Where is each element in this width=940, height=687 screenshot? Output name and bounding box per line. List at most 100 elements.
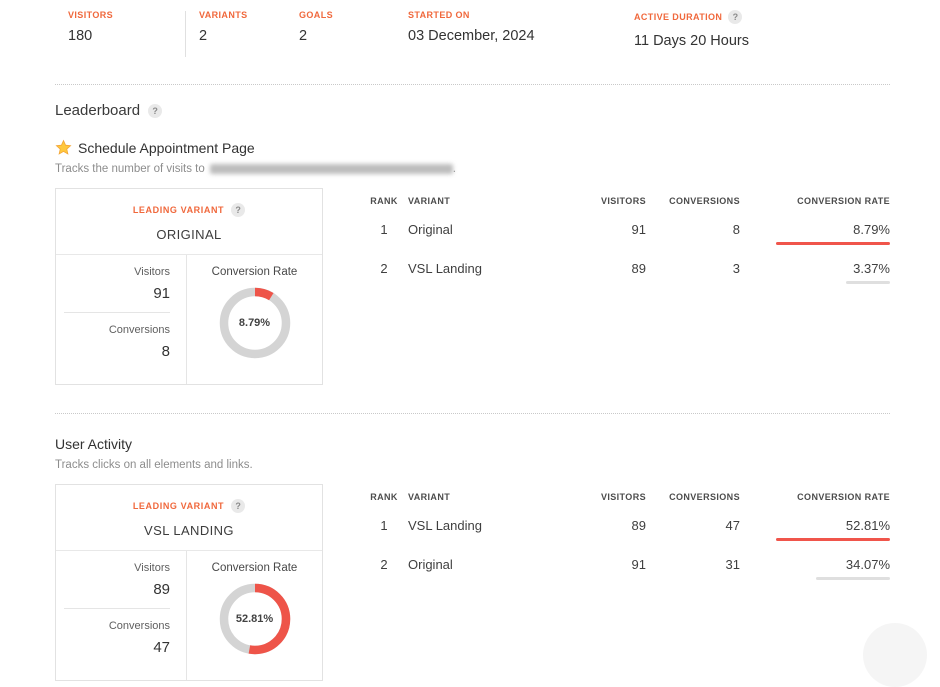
card-donut-section: Conversion Rate 8.79% (187, 255, 322, 384)
rate-bar-track (776, 538, 890, 541)
goal-description-period: . (452, 163, 456, 175)
help-icon[interactable]: ? (148, 103, 163, 118)
experiment-stats-bar: VISITORS 180 VARIANTS 2 GOALS 2 STARTED … (0, 0, 940, 57)
rate-bar-track (776, 242, 890, 245)
cell-conversion-rate: 34.07% (740, 557, 890, 580)
floating-action-button[interactable] (863, 623, 927, 687)
conversions-value: 47 (153, 639, 170, 656)
cell-variant: VSL Landing (408, 261, 482, 276)
donut-value-arc (219, 287, 290, 359)
section-divider (55, 84, 890, 85)
cell-rank: 1 (380, 222, 388, 237)
rate-bar (816, 577, 890, 580)
stat-value: 180 (68, 28, 93, 44)
column-header-conversion-rate: CONVERSION RATE (797, 492, 890, 502)
goal-star-icon (55, 139, 72, 156)
column-header-conversions: CONVERSIONS (669, 196, 740, 206)
rate-bar-track (776, 281, 890, 284)
cell-conversions: 8 (732, 222, 740, 237)
column-header-conversions: CONVERSIONS (669, 492, 740, 502)
goal-description: Tracks clicks on all elements and links. (55, 459, 940, 471)
section-divider (55, 413, 890, 414)
stat-active-duration: ACTIVE DURATION ? 11 Days 20 Hours (634, 10, 749, 49)
donut-percentage: 52.81% (235, 613, 274, 625)
rate-bar (846, 281, 890, 284)
cell-visitors: 89 (631, 518, 646, 533)
cell-variant: VSL Landing (408, 518, 482, 533)
conversion-rate-donut: 8.79% (218, 286, 292, 360)
table-row: 1 VSL Landing 89 47 52.81% (360, 518, 890, 541)
cell-visitors: 89 (631, 261, 646, 276)
cell-conversion-rate: 52.81% (740, 518, 890, 541)
donut-percentage: 8.79% (238, 317, 271, 329)
column-header-rank: RANK (370, 196, 398, 206)
leading-variant-label: LEADING VARIANT (132, 205, 225, 215)
visitors-value: 89 (153, 581, 170, 598)
cell-conversions: 47 (725, 518, 740, 533)
table-row: 2 VSL Landing 89 3 3.37% (360, 261, 890, 284)
stat-label: GOALS (299, 10, 334, 20)
card-divider (56, 550, 322, 551)
column-header-visitors: VISITORS (600, 492, 646, 502)
cell-rank: 1 (380, 518, 388, 533)
help-icon[interactable]: ? (231, 499, 246, 513)
redacted-url (209, 163, 453, 174)
conversion-rate-donut: 52.81% (218, 582, 292, 656)
card-metrics: Visitors 89 Conversions 47 (56, 551, 187, 680)
variant-ranking-table: RANK VARIANT VISITORS CONVERSIONS CONVER… (360, 188, 890, 284)
leading-variant-label: LEADING VARIANT (132, 501, 225, 511)
rate-bar (776, 242, 890, 245)
goal-description-text: Tracks the number of visits to (55, 163, 205, 175)
stats-divider (185, 11, 186, 57)
column-header-variant: VARIANT (408, 196, 451, 206)
help-icon[interactable]: ? (231, 203, 246, 217)
card-divider (56, 254, 322, 255)
goal-description: Tracks the number of visits to. (55, 163, 940, 175)
cell-rank: 2 (380, 261, 388, 276)
rate-bar (776, 538, 890, 541)
stat-visitors: VISITORS 180 (68, 10, 185, 44)
stat-goals: GOALS 2 (299, 10, 408, 44)
table-row: 1 Original 91 8 8.79% (360, 222, 890, 245)
metric-divider (64, 312, 170, 313)
visitors-label: Visitors (134, 562, 170, 574)
conversion-rate-value: 52.81% (845, 518, 890, 533)
leading-variant-name: VSL LANDING (144, 523, 234, 538)
card-donut-section: Conversion Rate 52.81% (187, 551, 322, 680)
leading-variant-name: ORIGINAL (156, 227, 222, 242)
cell-conversions: 3 (732, 261, 740, 276)
conversions-value: 8 (161, 343, 170, 360)
stat-value: 2 (299, 28, 308, 44)
column-header-conversion-rate: CONVERSION RATE (797, 196, 890, 206)
stat-value: 03 December, 2024 (408, 28, 535, 44)
column-header-variant: VARIANT (408, 492, 451, 502)
goal-header: Schedule Appointment Page (55, 139, 940, 156)
stat-label: STARTED ON (408, 10, 470, 20)
goal-title: Schedule Appointment Page (78, 139, 255, 156)
table-row: 2 Original 91 31 34.07% (360, 557, 890, 580)
cell-conversion-rate: 8.79% (740, 222, 890, 245)
goal-title: User Activity (55, 436, 133, 452)
stat-started-on: STARTED ON 03 December, 2024 (408, 10, 634, 44)
cell-rank: 2 (380, 557, 388, 572)
stat-label: VARIANTS (199, 10, 248, 20)
help-icon[interactable]: ? (728, 10, 743, 24)
visitors-label: Visitors (134, 266, 170, 278)
stat-label: VISITORS (68, 10, 114, 20)
visitors-value: 91 (153, 285, 170, 302)
conversion-rate-label: Conversion Rate (211, 266, 298, 278)
conversion-rate-value: 34.07% (845, 557, 890, 572)
conversion-rate-value: 8.79% (853, 222, 890, 237)
goal-description-text: Tracks clicks on all elements and links. (55, 459, 253, 471)
cell-visitors: 91 (631, 557, 646, 572)
cell-variant: Original (408, 222, 453, 237)
card-metrics: Visitors 91 Conversions 8 (56, 255, 187, 384)
column-header-visitors: VISITORS (600, 196, 646, 206)
cell-conversions: 31 (725, 557, 740, 572)
stat-value: 11 Days 20 Hours (634, 33, 749, 49)
conversions-label: Conversions (108, 620, 170, 632)
leading-variant-card: LEADING VARIANT ? VSL LANDING Visitors 8… (55, 484, 323, 681)
variant-ranking-table: RANK VARIANT VISITORS CONVERSIONS CONVER… (360, 484, 890, 580)
cell-conversion-rate: 3.37% (740, 261, 890, 284)
leading-variant-card: LEADING VARIANT ? ORIGINAL Visitors 91 C… (55, 188, 323, 385)
